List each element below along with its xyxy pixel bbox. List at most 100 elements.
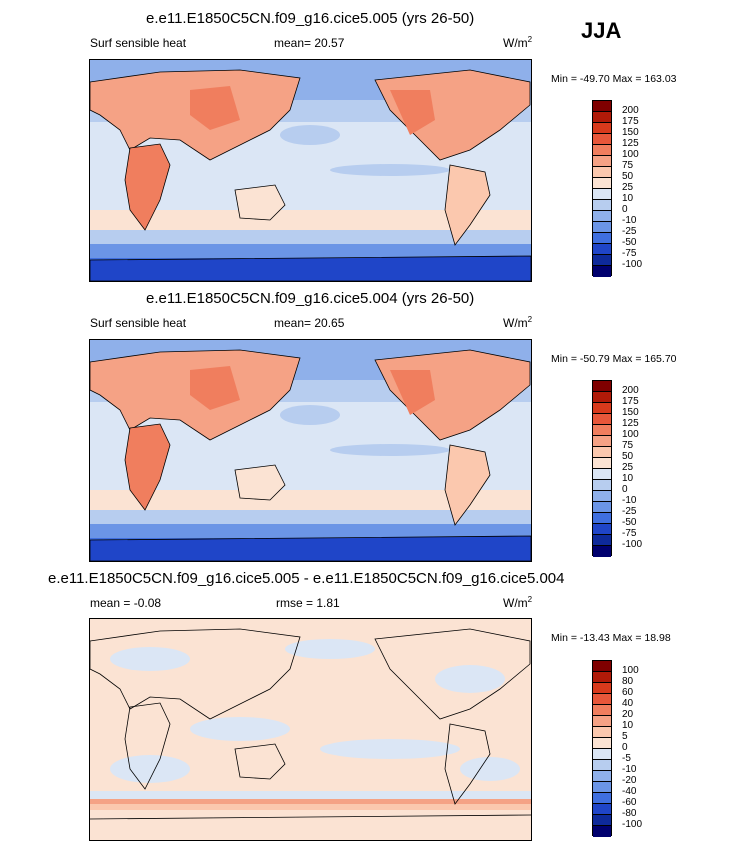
colorbar-label: 100: [622, 429, 639, 440]
colorbar-swatch: [593, 381, 611, 392]
colorbar-swatch: [593, 414, 611, 425]
colorbar-swatch: [593, 189, 611, 200]
colorbar-swatch: [593, 661, 611, 672]
colorbar-swatch: [593, 425, 611, 436]
colorbar-swatch: [593, 694, 611, 705]
panel-2-variable-label: Surf sensible heat: [90, 316, 187, 330]
colorbar-label: -100: [622, 259, 643, 270]
colorbar-label: 0: [622, 484, 628, 495]
panel-2-title: e.e11.E1850C5CN.f09_g16.cice5.004 (yrs 2…: [146, 290, 475, 307]
panel-2-map: [89, 339, 532, 562]
colorbar-swatch: [593, 178, 611, 189]
colorbar-swatch: [593, 672, 611, 683]
colorbar-label: -60: [622, 797, 637, 808]
colorbar-swatch: [593, 480, 611, 491]
colorbar-label: 20: [622, 709, 634, 720]
colorbar-label: -10: [622, 495, 637, 506]
panel-2-map-field: [90, 340, 531, 561]
colorbar-label: -50: [622, 237, 637, 248]
colorbar-swatch: [593, 211, 611, 222]
colorbar-label: 0: [622, 742, 628, 753]
colorbar-label: 50: [622, 451, 634, 462]
colorbar-swatch: [593, 502, 611, 513]
colorbar-label: 75: [622, 440, 634, 451]
panel-2-colorbar: [592, 380, 612, 557]
colorbar-label: 10: [622, 193, 634, 204]
colorbar-swatch: [593, 222, 611, 233]
colorbar-label: -10: [622, 764, 637, 775]
colorbar-swatch: [593, 233, 611, 244]
colorbar-swatch: [593, 738, 611, 749]
colorbar-label: 0: [622, 204, 628, 215]
colorbar-swatch: [593, 436, 611, 447]
colorbar-label: 100: [622, 149, 639, 160]
colorbar-label: 75: [622, 160, 634, 171]
colorbar-swatch: [593, 134, 611, 145]
colorbar-label: -100: [622, 819, 643, 830]
panel-1-colorbar: [592, 100, 612, 277]
colorbar-label: 200: [622, 105, 639, 116]
colorbar-swatch: [593, 145, 611, 156]
colorbar-swatch: [593, 535, 611, 546]
panel-3-rmse-label: rmse = 1.81: [276, 596, 340, 610]
colorbar-swatch: [593, 469, 611, 480]
colorbar-label: -40: [622, 786, 637, 797]
panel-2-minmax: Min = -50.79 Max = 165.70: [551, 353, 677, 365]
colorbar-label: -50: [622, 517, 637, 528]
colorbar-swatch: [593, 782, 611, 793]
colorbar-label: 10: [622, 720, 634, 731]
panel-1-map-field: [90, 60, 531, 281]
colorbar-label: -75: [622, 528, 637, 539]
panel-2-mean-label: mean= 20.65: [274, 316, 345, 330]
colorbar-label: -5: [622, 753, 631, 764]
colorbar-label: 80: [622, 676, 634, 687]
colorbar-swatch: [593, 266, 611, 277]
panel-1-minmax: Min = -49.70 Max = 163.03: [551, 73, 677, 85]
colorbar-label: -10: [622, 215, 637, 226]
colorbar-label: 125: [622, 138, 639, 149]
colorbar-label: 60: [622, 687, 634, 698]
panel-1-mean-label: mean= 20.57: [274, 36, 345, 50]
colorbar-label: -25: [622, 506, 637, 517]
colorbar-label: 150: [622, 127, 639, 138]
colorbar-label: 5: [622, 731, 628, 742]
panel-3-map: [89, 618, 532, 841]
colorbar-swatch: [593, 255, 611, 266]
colorbar-label: 10: [622, 473, 634, 484]
colorbar-label: -100: [622, 539, 643, 550]
colorbar-swatch: [593, 771, 611, 782]
colorbar-swatch: [593, 112, 611, 123]
panel-3-units: W/m2: [503, 595, 533, 610]
colorbar-swatch: [593, 804, 611, 815]
colorbar-swatch: [593, 101, 611, 112]
panel-1-map: [89, 59, 532, 282]
colorbar-label: 175: [622, 396, 639, 407]
colorbar-label: 25: [622, 462, 634, 473]
colorbar-label: 40: [622, 698, 634, 709]
colorbar-swatch: [593, 403, 611, 414]
colorbar-label: -25: [622, 226, 637, 237]
season-label: JJA: [581, 18, 622, 43]
colorbar-label: 200: [622, 385, 639, 396]
panel-1-title: e.e11.E1850C5CN.f09_g16.cice5.005 (yrs 2…: [146, 10, 475, 27]
panel-3-title: e.e11.E1850C5CN.f09_g16.cice5.005 - e.e1…: [48, 570, 565, 587]
colorbar-swatch: [593, 705, 611, 716]
colorbar-swatch: [593, 760, 611, 771]
colorbar-swatch: [593, 524, 611, 535]
colorbar-swatch: [593, 491, 611, 502]
colorbar-swatch: [593, 749, 611, 760]
colorbar-swatch: [593, 458, 611, 469]
colorbar-label: -75: [622, 248, 637, 259]
colorbar-label: 125: [622, 418, 639, 429]
colorbar-swatch: [593, 513, 611, 524]
colorbar-swatch: [593, 727, 611, 738]
panel-3-map-field: [90, 619, 531, 840]
colorbar-swatch: [593, 683, 611, 694]
colorbar-label: 150: [622, 407, 639, 418]
panel-3-colorbar: [592, 660, 612, 837]
colorbar-label: -80: [622, 808, 637, 819]
colorbar-swatch: [593, 793, 611, 804]
panel-3-minmax: Min = -13.43 Max = 18.98: [551, 632, 671, 644]
colorbar-label: 175: [622, 116, 639, 127]
colorbar-swatch: [593, 123, 611, 134]
